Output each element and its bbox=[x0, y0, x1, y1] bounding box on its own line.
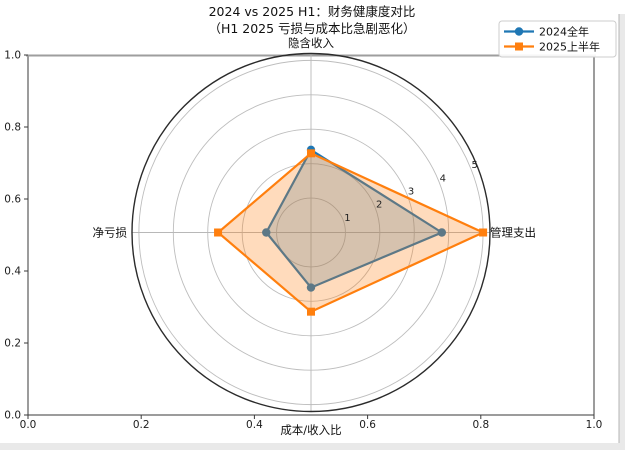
window-right-edge bbox=[619, 14, 625, 450]
series-marker-0 bbox=[437, 228, 447, 237]
x-tick-label: 0.6 bbox=[359, 419, 376, 431]
series-marker-0 bbox=[262, 228, 271, 237]
y-tick-label: 0.2 bbox=[4, 338, 21, 350]
x-tick-label: 0.2 bbox=[133, 419, 150, 431]
chart-subtitle: （H1 2025 亏损与成本比急剧恶化） bbox=[208, 21, 415, 36]
y-tick-label: 0.0 bbox=[4, 410, 21, 422]
spoke-label-top: 隐含收入 bbox=[288, 36, 334, 50]
x-tick-label: 0.0 bbox=[20, 419, 37, 431]
spoke-label-bottom: 成本/收入比 bbox=[280, 423, 341, 437]
y-tick-label: 0.4 bbox=[4, 266, 21, 278]
spoke-label-right: 管理支出 bbox=[490, 226, 536, 240]
x-tick-label: 0.8 bbox=[472, 419, 489, 431]
polar-boundary bbox=[131, 52, 491, 413]
legend-circle-marker-icon bbox=[514, 27, 524, 36]
legend-square-marker-icon bbox=[515, 42, 523, 51]
y-tick-marks bbox=[24, 54, 28, 416]
ring-label: 5 bbox=[471, 160, 477, 171]
series-fill-0 bbox=[266, 149, 442, 288]
y-tick-label: 0.8 bbox=[4, 122, 21, 134]
legend-item-2024: 2024全年 bbox=[504, 25, 589, 39]
legend-label-2025: 2025上半年 bbox=[539, 40, 600, 54]
x-tick-label: 0.4 bbox=[246, 419, 263, 431]
series-layer bbox=[214, 145, 488, 316]
series-marker-1 bbox=[214, 228, 223, 237]
x-tick-marks bbox=[27, 415, 595, 419]
axes-spines bbox=[27, 55, 595, 416]
legend-label-2024: 2024全年 bbox=[539, 25, 589, 39]
legend-item-2025: 2025上半年 bbox=[504, 40, 600, 54]
legend-box bbox=[498, 20, 617, 58]
legend: 2024全年 2025上半年 bbox=[498, 20, 617, 58]
ring-label: 1 bbox=[344, 213, 350, 224]
ring-label: 2 bbox=[376, 200, 382, 211]
series-marker-1 bbox=[307, 307, 315, 316]
series-marker-1 bbox=[307, 149, 315, 158]
chart-title: 2024 vs 2025 H1：财务健康度对比 bbox=[209, 4, 416, 19]
ring-label: 4 bbox=[440, 173, 446, 184]
polar-spokes bbox=[132, 53, 490, 412]
y-tick-label: 0.6 bbox=[4, 194, 21, 206]
series-fill-1 bbox=[218, 153, 484, 312]
spoke-label-left: 净亏损 bbox=[93, 226, 128, 240]
window-bottom-edge bbox=[0, 443, 625, 450]
x-tick-label: 1.0 bbox=[586, 419, 603, 431]
ring-label: 3 bbox=[408, 187, 414, 198]
series-marker-1 bbox=[479, 228, 488, 237]
y-tick-label: 1.0 bbox=[4, 50, 21, 62]
series-marker-0 bbox=[306, 283, 316, 292]
ring-labels: 1 2 3 4 5 bbox=[344, 160, 478, 224]
